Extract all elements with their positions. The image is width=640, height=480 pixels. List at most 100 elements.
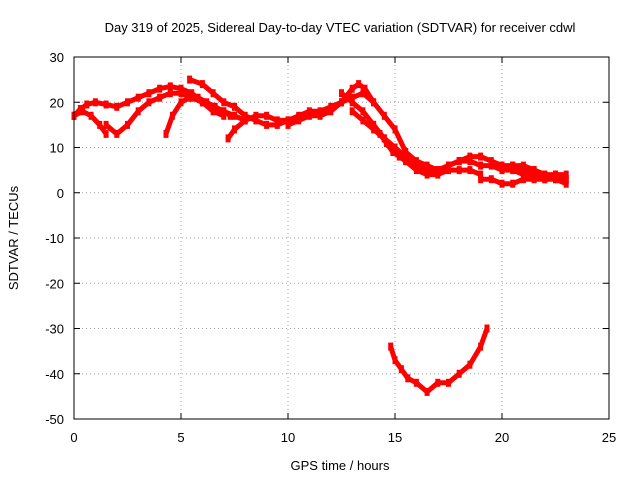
data-point — [227, 111, 233, 120]
data-point — [317, 111, 323, 120]
data-point — [413, 157, 419, 166]
x-tick-label: 0 — [70, 430, 77, 445]
data-point — [360, 89, 366, 98]
series-layer — [71, 75, 569, 396]
data-point — [424, 170, 430, 179]
data-point — [542, 175, 548, 184]
data-point — [178, 84, 184, 93]
data-point — [232, 111, 237, 120]
data-point — [478, 175, 484, 184]
y-tick-label: 0 — [57, 186, 64, 201]
data-point — [210, 89, 216, 98]
y-tick-label: -20 — [45, 276, 64, 291]
data-point — [553, 170, 558, 179]
data-point — [398, 365, 404, 374]
data-point — [446, 378, 451, 387]
data-point — [390, 148, 396, 156]
data-point — [424, 387, 430, 396]
data-point — [392, 125, 398, 134]
data-point — [520, 161, 526, 170]
y-tick-label: -40 — [45, 367, 64, 382]
data-point — [167, 82, 173, 91]
data-point — [285, 116, 291, 125]
data-point — [146, 98, 152, 107]
plot-frame — [73, 56, 610, 420]
y-tick-label: 10 — [50, 141, 64, 156]
data-point — [103, 120, 109, 129]
data-point — [467, 157, 473, 166]
y-tick-label: -50 — [45, 412, 64, 427]
data-point — [88, 111, 94, 120]
data-point — [467, 166, 473, 175]
data-point — [103, 100, 109, 109]
data-point — [195, 93, 201, 102]
data-point — [499, 179, 505, 188]
data-point — [167, 89, 173, 98]
data-point — [371, 125, 377, 134]
data-point — [360, 116, 366, 125]
data-point — [199, 80, 205, 89]
data-point — [381, 111, 387, 120]
x-tick-label: 20 — [495, 430, 509, 445]
data-point — [349, 98, 355, 107]
data-point — [135, 107, 141, 116]
data-point — [187, 93, 193, 102]
data-point — [446, 161, 451, 170]
data-point — [371, 120, 377, 129]
y-tick-label: -30 — [45, 322, 64, 337]
data-point — [456, 166, 462, 175]
data-point — [413, 166, 419, 175]
data-point — [232, 102, 237, 111]
data-point — [435, 170, 441, 179]
data-point — [204, 98, 210, 107]
data-point — [520, 175, 526, 184]
data-point — [446, 166, 451, 175]
data-point — [405, 374, 411, 383]
data-point — [542, 170, 548, 179]
data-point — [221, 98, 227, 107]
data-point — [97, 120, 103, 129]
data-point — [285, 120, 291, 129]
data-point — [349, 93, 355, 102]
data-point — [488, 157, 494, 166]
data-point — [403, 157, 409, 166]
data-point — [435, 378, 441, 387]
data-point — [520, 166, 526, 175]
data-point — [242, 111, 248, 120]
y-tick-label: 20 — [50, 95, 64, 110]
data-point — [328, 107, 334, 116]
data-point — [339, 89, 344, 98]
data-point — [478, 152, 484, 161]
x-tick-label: 25 — [602, 430, 616, 445]
data-point — [242, 116, 248, 125]
data-point — [478, 170, 484, 179]
data-point — [362, 84, 368, 93]
data-point — [125, 98, 130, 107]
data-point — [163, 129, 169, 138]
data-point — [531, 166, 537, 175]
data-point — [114, 129, 120, 138]
data-point — [178, 98, 184, 107]
chart-title: Day 319 of 2025, Sidereal Day-to-day VTE… — [105, 20, 576, 35]
data-point — [146, 89, 152, 98]
data-point — [178, 89, 184, 98]
data-point — [531, 170, 537, 179]
data-point — [392, 356, 398, 365]
data-point — [349, 107, 355, 116]
data-point — [456, 369, 462, 378]
data-point — [135, 93, 141, 102]
data-point — [413, 378, 419, 387]
data-point — [499, 166, 505, 175]
y-tick-label: -10 — [45, 231, 64, 246]
data-point — [383, 139, 389, 147]
data-point — [306, 111, 312, 120]
data-point — [339, 98, 344, 107]
data-point — [403, 152, 409, 161]
data-point — [467, 152, 473, 161]
y-tick-label: 30 — [50, 50, 64, 65]
data-point — [510, 179, 516, 188]
data-point — [403, 148, 409, 156]
data-point — [563, 170, 569, 179]
data-point — [413, 161, 419, 170]
data-point — [84, 100, 90, 109]
